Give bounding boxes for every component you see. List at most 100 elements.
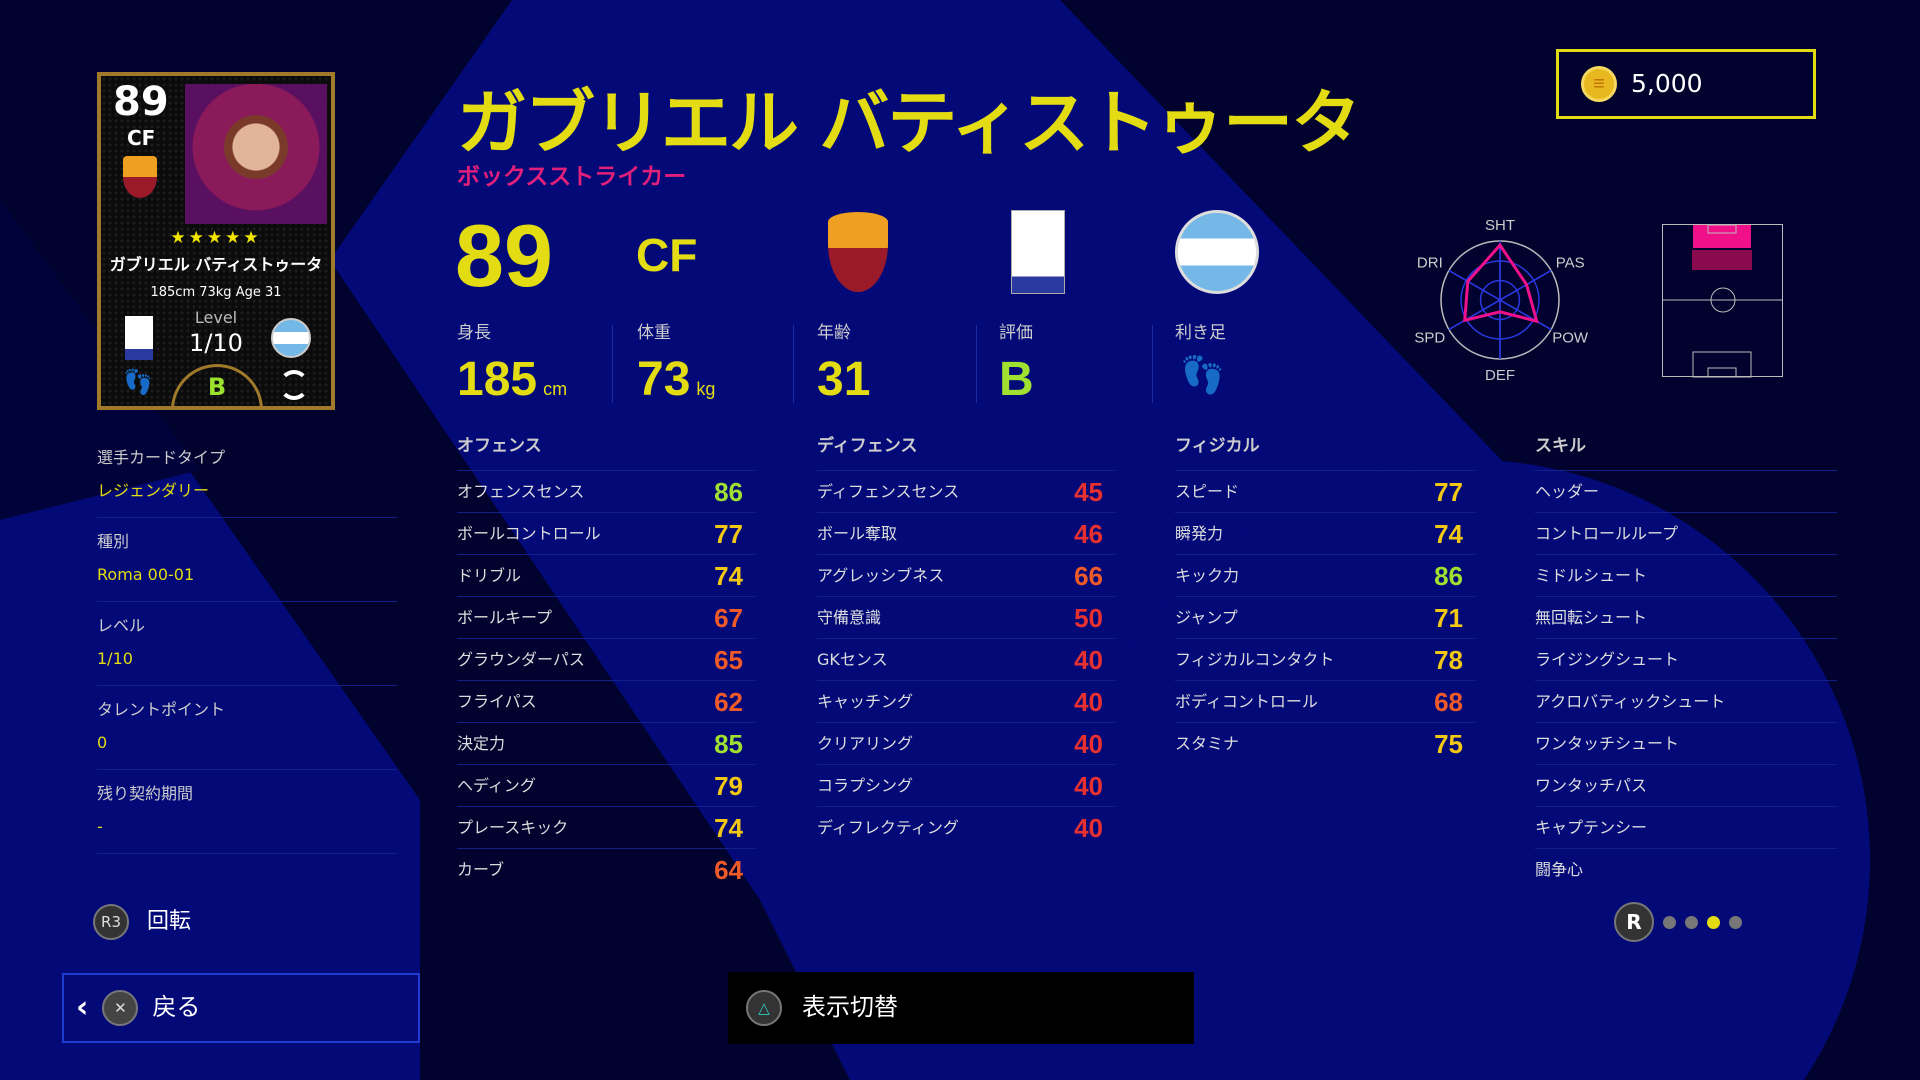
card-position: CF [127, 126, 156, 150]
row-value: 71 [1434, 602, 1463, 633]
stat-row: カーブ 64 [457, 848, 755, 890]
info-item: 選手カードタイプ レジェンダリー [97, 434, 397, 518]
stat-row: ディフェンスセンス 45 [817, 470, 1115, 512]
page-dot[interactable] [1685, 915, 1698, 929]
coin-amount: 5,000 [1631, 68, 1703, 98]
club-crest-icon [123, 156, 157, 198]
skill-row: ワンタッチシュート [1535, 722, 1837, 764]
stat-value: 185 cm [457, 353, 568, 406]
row-label: ライジングシュート [1535, 649, 1680, 669]
stat-row: ボール奪取 46 [817, 512, 1115, 554]
row-label: 闘争心 [1535, 859, 1584, 879]
row-label: コラプシング [817, 775, 914, 795]
skill-row: コントロールループ [1535, 512, 1837, 554]
radar-shape [1463, 242, 1539, 324]
toggle-view-button[interactable]: △ 表示切替 [728, 972, 1194, 1044]
radar-label: DEF [1485, 367, 1515, 384]
row-label: ミドルシュート [1535, 565, 1648, 585]
radar-label: SHT [1485, 217, 1515, 234]
stat-row: スピード 77 [1175, 470, 1475, 512]
row-label: フィジカルコンタクト [1175, 649, 1335, 669]
row-label: ボディコントロール [1175, 691, 1318, 711]
page-dot[interactable] [1707, 915, 1720, 929]
stat-row: フライパス 62 [457, 680, 755, 722]
row-value: 67 [714, 602, 743, 633]
page-dot[interactable] [1663, 915, 1676, 929]
stat-row: アグレッシブネス 66 [817, 554, 1115, 596]
skill-row: ヘッダー [1535, 470, 1837, 512]
row-value: 74 [714, 812, 743, 843]
stat-row: 決定力 85 [457, 722, 755, 764]
stat-label: 年齢 [817, 323, 851, 343]
row-label: 決定力 [457, 733, 506, 753]
card-rating: 89 [113, 79, 169, 125]
skill-row: ライジングシュート [1535, 638, 1837, 680]
row-label: ワンタッチパス [1535, 775, 1648, 795]
column-title: フィジカル [1175, 436, 1260, 456]
card-level-label: Level [194, 308, 238, 327]
info-value: - [97, 817, 103, 837]
info-label: 種別 [97, 532, 130, 551]
stat-row: コラプシング 40 [817, 764, 1115, 806]
r-button-icon[interactable]: R [1614, 902, 1654, 942]
row-label: アクロバティックシュート [1535, 691, 1726, 711]
info-item: レベル 1/10 [97, 602, 397, 686]
row-value: 40 [1074, 728, 1103, 759]
overall-rating: 89 [455, 206, 553, 305]
info-label: 選手カードタイプ [97, 448, 226, 467]
row-label: フライパス [457, 691, 537, 711]
radar-label: PAS [1556, 255, 1585, 272]
row-value: 78 [1434, 644, 1463, 675]
row-value: 79 [714, 770, 743, 801]
stat-row: オフェンスセンス 86 [457, 470, 755, 512]
row-value: 65 [714, 644, 743, 675]
row-value: 86 [1434, 560, 1463, 591]
club-crest-icon [828, 212, 888, 292]
stat-value: 31 [817, 353, 871, 406]
position-pitch [1662, 224, 1783, 378]
position: CF [636, 229, 698, 281]
row-value: 50 [1074, 602, 1103, 633]
stat-row: キック力 86 [1175, 554, 1475, 596]
stat-row: ドリブル 74 [457, 554, 755, 596]
row-value: 68 [1434, 686, 1463, 717]
row-label: オフェンスセンス [457, 481, 585, 501]
player-card: 89 CF ★★★★★ ガブリエル バティストゥータ 185cm 73kg Ag… [97, 72, 335, 410]
rotate-control[interactable]: R3 回転 [93, 904, 191, 940]
row-label: ディフレクティング [817, 817, 959, 837]
stat-row: クリアリング 40 [817, 722, 1115, 764]
row-label: ディフェンスセンス [817, 481, 960, 501]
info-label: レベル [97, 616, 146, 635]
info-label: タレントポイント [97, 700, 226, 719]
page-indicator[interactable]: R [1614, 902, 1742, 942]
page-dot[interactable] [1729, 915, 1742, 929]
preferred-foot-icon: 👣 [1180, 355, 1225, 396]
stat-column: ディフェンス ディフェンスセンス 45 ボール奪取 46 アグレッシブネス 66 守備意識 50… [817, 436, 1115, 848]
stat-label: 身長 [457, 323, 491, 343]
info-value: レジェンダリー [97, 481, 210, 501]
back-button[interactable]: ‹ ✕ 戻る [62, 973, 420, 1043]
row-value: 66 [1074, 560, 1103, 591]
info-value: 0 [97, 733, 108, 753]
row-value: 40 [1074, 812, 1103, 843]
row-label: プレースキック [457, 817, 569, 837]
row-label: 守備意識 [817, 607, 882, 627]
stat-label: 利き足 [1175, 323, 1226, 343]
stat-row: グラウンダーパス 65 [457, 638, 755, 680]
row-label: キック力 [1175, 565, 1240, 585]
row-value: 45 [1074, 476, 1103, 507]
stat-row: ボディコントロール 68 [1175, 680, 1475, 722]
row-label: ヘッダー [1535, 481, 1600, 501]
row-value: 86 [714, 476, 743, 507]
row-label: グラウンダーパス [457, 649, 585, 669]
stat-row: プレースキック 74 [457, 806, 755, 848]
player-name: ガブリエル バティストゥータ [457, 82, 1361, 164]
stat-column: フィジカル スピード 77 瞬発力 74 キック力 86 ジャンプ 71 フィジカルコンタクト 78… [1175, 436, 1475, 764]
stat-row: ジャンプ 71 [1175, 596, 1475, 638]
radar-label: POW [1552, 330, 1589, 347]
row-value: 40 [1074, 686, 1103, 717]
row-label: 瞬発力 [1175, 523, 1224, 543]
radar-chart: SHT PAS POW DEF SPD DRI [1414, 217, 1589, 384]
row-label: ボールコントロール [457, 523, 601, 543]
divider [793, 325, 794, 403]
